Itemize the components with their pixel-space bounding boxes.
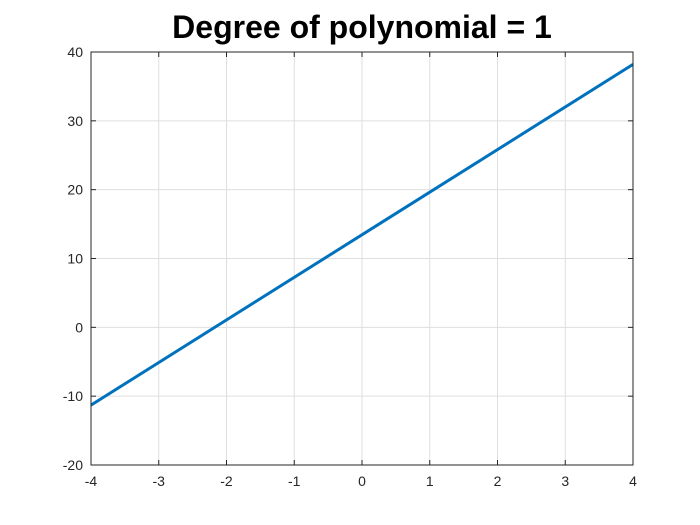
y-axis-tick-labels: -20 -10 0 10 20 30 40 <box>63 44 83 473</box>
x-tick-label: 4 <box>629 473 637 489</box>
y-tick-label: 40 <box>67 44 83 60</box>
series-line <box>90 63 634 407</box>
x-axis-tick-labels: -4 -3 -2 -1 0 1 2 3 4 <box>85 473 637 489</box>
y-tick-label: 30 <box>67 113 83 129</box>
y-tick-label: 0 <box>75 319 83 335</box>
series-layer <box>90 63 634 407</box>
x-tick-label: 2 <box>494 473 502 489</box>
axes-frame <box>90 51 634 466</box>
x-tick-label: 3 <box>561 473 569 489</box>
y-tick-label: 20 <box>67 182 83 198</box>
x-tick-label: -4 <box>85 473 98 489</box>
y-tick-label: -20 <box>63 457 83 473</box>
x-tick-label: 1 <box>426 473 434 489</box>
y-tick-label: 10 <box>67 251 83 267</box>
y-tick-label: -10 <box>63 388 83 404</box>
x-tick-label: 0 <box>358 473 366 489</box>
x-tick-label: -2 <box>220 473 233 489</box>
x-tick-label: -3 <box>153 473 166 489</box>
chart-title: Degree of polynomial = 1 <box>172 9 552 45</box>
x-tick-label: -1 <box>288 473 301 489</box>
